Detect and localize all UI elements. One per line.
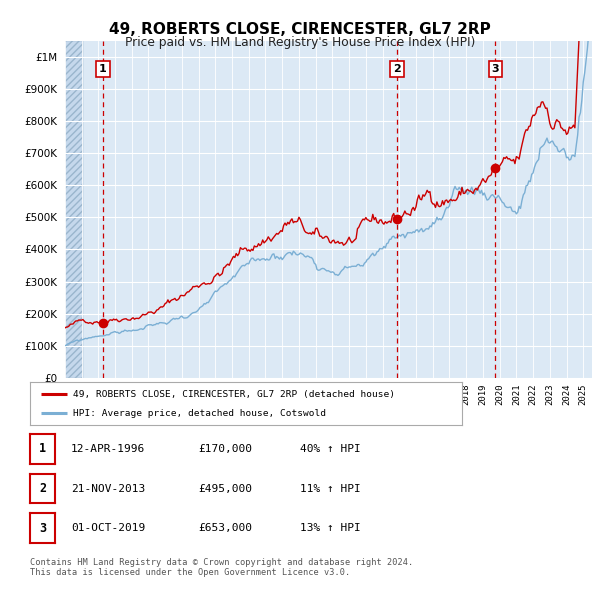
Text: 01-OCT-2019: 01-OCT-2019	[71, 523, 145, 533]
Text: £495,000: £495,000	[198, 484, 252, 493]
Bar	[65, 41, 83, 378]
Text: 1: 1	[99, 64, 107, 74]
Text: 3: 3	[39, 522, 46, 535]
Text: 40% ↑ HPI: 40% ↑ HPI	[300, 444, 361, 454]
Text: 2: 2	[39, 482, 46, 495]
Text: 2: 2	[394, 64, 401, 74]
Text: Price paid vs. HM Land Registry's House Price Index (HPI): Price paid vs. HM Land Registry's House …	[125, 36, 475, 49]
Text: £170,000: £170,000	[198, 444, 252, 454]
Text: 11% ↑ HPI: 11% ↑ HPI	[300, 484, 361, 493]
Text: 3: 3	[491, 64, 499, 74]
Text: Contains HM Land Registry data © Crown copyright and database right 2024.
This d: Contains HM Land Registry data © Crown c…	[30, 558, 413, 577]
Text: HPI: Average price, detached house, Cotswold: HPI: Average price, detached house, Cots…	[73, 409, 326, 418]
Text: 12-APR-1996: 12-APR-1996	[71, 444, 145, 454]
Text: £653,000: £653,000	[198, 523, 252, 533]
Text: 49, ROBERTS CLOSE, CIRENCESTER, GL7 2RP: 49, ROBERTS CLOSE, CIRENCESTER, GL7 2RP	[109, 22, 491, 37]
Text: 21-NOV-2013: 21-NOV-2013	[71, 484, 145, 493]
Text: 1: 1	[39, 442, 46, 455]
Bar	[65, 41, 83, 378]
Text: 49, ROBERTS CLOSE, CIRENCESTER, GL7 2RP (detached house): 49, ROBERTS CLOSE, CIRENCESTER, GL7 2RP …	[73, 390, 395, 399]
Text: 13% ↑ HPI: 13% ↑ HPI	[300, 523, 361, 533]
